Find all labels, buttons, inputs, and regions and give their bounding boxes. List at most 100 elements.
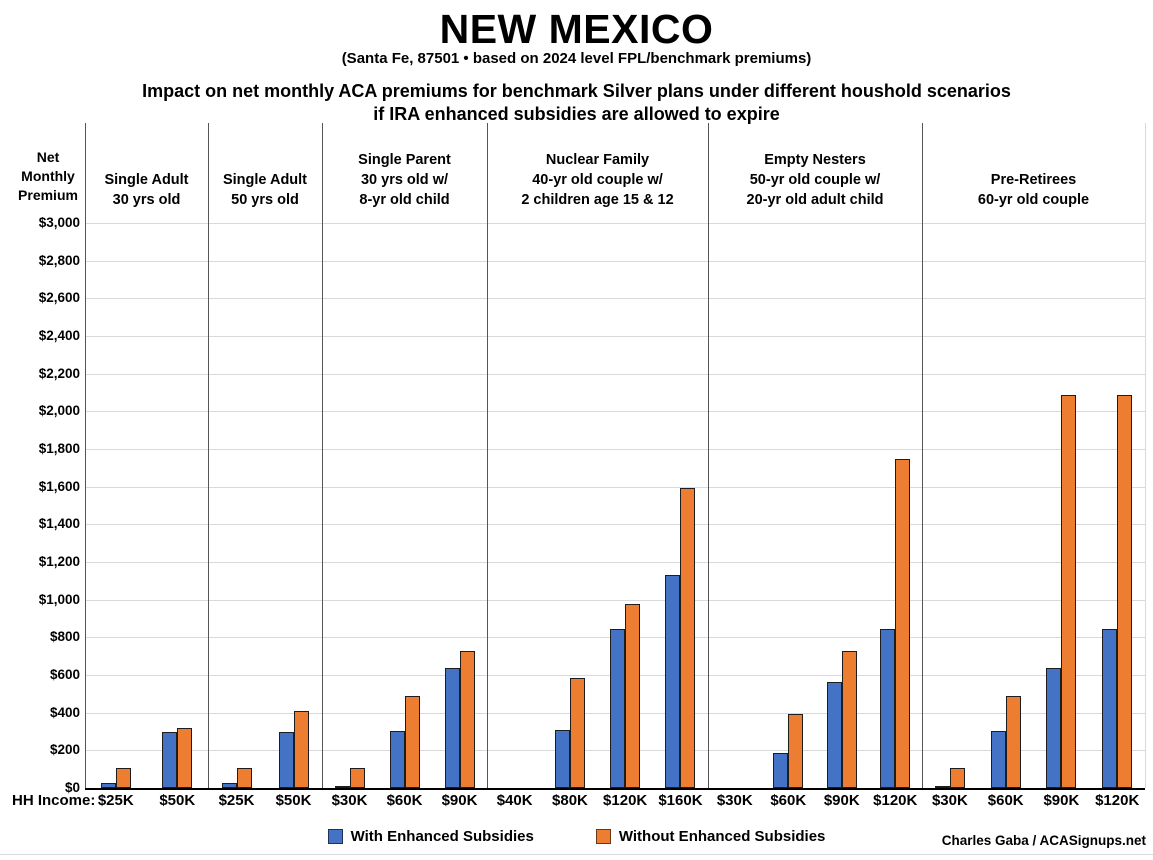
bar-with-enhanced-subsidies — [444, 668, 460, 788]
group-separator — [487, 123, 488, 788]
legend-label: With Enhanced Subsidies — [350, 828, 534, 845]
group-header-line: 50-yr old couple w/ — [749, 172, 881, 188]
bar-without-enhanced-subsidies — [115, 768, 131, 788]
bar-with-enhanced-subsidies — [389, 731, 405, 788]
x-tick-label: $60K — [386, 792, 423, 809]
group-separator — [922, 123, 923, 788]
group-header-line: 2 children age 15 & 12 — [521, 192, 674, 208]
y-axis-title: Net Monthly Premium — [6, 148, 90, 205]
group-header: Single Adult 30 yrs old — [85, 140, 208, 210]
group-header-line: Single Adult — [104, 172, 189, 188]
bar-without-enhanced-subsidies — [404, 696, 420, 788]
credit-text: Charles Gaba / ACASignups.net — [941, 833, 1146, 848]
gridline — [85, 599, 1145, 601]
y-axis-title-line: Net — [36, 149, 60, 165]
legend-swatch-orange-icon — [595, 829, 611, 844]
bar-with-enhanced-subsidies — [100, 783, 116, 788]
x-tick-label: $25K — [97, 792, 134, 809]
group-header-line: 8-yr old child — [359, 192, 450, 208]
bar-without-enhanced-subsidies — [569, 678, 585, 788]
bar-with-enhanced-subsidies — [826, 682, 842, 788]
bar-without-enhanced-subsidies — [177, 728, 193, 788]
x-tick-label: $50K — [275, 792, 312, 809]
group-header-line: 30 yrs old w/ — [360, 172, 449, 188]
bar-with-enhanced-subsidies — [610, 629, 626, 788]
bar-with-enhanced-subsidies — [665, 575, 681, 788]
y-tick-label: $1,600 — [38, 478, 80, 494]
y-tick-label: $3,000 — [38, 215, 80, 230]
bar-without-enhanced-subsidies — [459, 651, 475, 788]
y-tick-label: $2,000 — [38, 403, 80, 419]
x-tick-label: $30K — [716, 792, 753, 809]
bar-without-enhanced-subsidies — [1061, 395, 1077, 788]
bar-with-enhanced-subsidies — [278, 732, 294, 788]
bar-without-enhanced-subsidies — [841, 651, 857, 788]
chart-heading-line1: Impact on net monthly ACA premiums for b… — [142, 81, 1011, 101]
y-tick-label: $2,200 — [38, 365, 80, 381]
group-header-line: Nuclear Family — [545, 152, 650, 168]
bottom-divider — [0, 854, 1153, 855]
x-tick-label: $25K — [218, 792, 255, 809]
chart-heading-line2: if IRA enhanced subsidies are allowed to… — [373, 104, 780, 124]
bar-with-enhanced-subsidies — [934, 786, 950, 788]
page-subtitle: (Santa Fe, 87501 • based on 2024 level F… — [341, 50, 812, 67]
group-header-line: Empty Nesters — [764, 152, 866, 168]
x-tick-label: $160K — [658, 792, 703, 809]
x-tick-label: $30K — [931, 792, 968, 809]
group-header-line: Single Parent — [358, 152, 451, 168]
bar-without-enhanced-subsidies — [236, 768, 252, 788]
y-tick-label: $2,400 — [38, 328, 80, 343]
y-axis-title-line: Monthly — [21, 168, 75, 184]
bar-with-enhanced-subsidies — [880, 629, 896, 788]
gridline — [85, 411, 1145, 413]
x-tick-label: $50K — [159, 792, 196, 809]
gridline — [85, 449, 1145, 450]
group-header: Nuclear Family 40-yr old couple w/2 child… — [487, 140, 708, 210]
bar-with-enhanced-subsidies — [221, 783, 237, 788]
x-tick-label: $90K — [823, 792, 860, 809]
y-tick-label: $200 — [49, 742, 80, 758]
y-tick-label: $1,200 — [38, 554, 80, 569]
group-separator — [208, 123, 209, 788]
gridline — [85, 298, 1145, 300]
y-tick-label: $1,000 — [38, 591, 80, 607]
group-header-line: 40-yr old couple w/ — [532, 172, 663, 188]
x-tick-label: $80K — [552, 792, 588, 809]
x-tick-label: $60K — [770, 792, 807, 809]
y-tick-label: $1,800 — [38, 441, 80, 456]
y-tick-label: $600 — [49, 667, 80, 682]
legend-item-with-enhanced-subsidies: With Enhanced Subsidies — [327, 828, 534, 845]
y-axis-title-line: Premium — [18, 187, 78, 203]
x-tick-label: $40K — [496, 792, 533, 809]
group-header-line: Pre-Retirees — [990, 172, 1077, 188]
bar-without-enhanced-subsidies — [788, 714, 804, 788]
group-separator — [708, 123, 709, 788]
group-separator — [85, 123, 86, 788]
group-header: Empty Nesters 50-yr old couple w/20-yr ol… — [708, 140, 922, 210]
bar-without-enhanced-subsidies — [293, 711, 309, 788]
y-tick-label: $2,800 — [38, 252, 80, 268]
group-header-line: 60-yr old couple — [977, 192, 1090, 208]
bar-with-enhanced-subsidies — [554, 730, 570, 788]
x-tick-label: $30K — [331, 792, 368, 809]
group-header-line: Single Adult — [222, 172, 308, 188]
x-tick-label: $90K — [441, 792, 478, 809]
x-axis-line — [85, 788, 1145, 790]
bar-without-enhanced-subsidies — [625, 604, 641, 788]
group-header-line: 30 yrs old — [112, 192, 181, 208]
legend-swatch-blue-icon — [327, 829, 343, 844]
group-separator — [322, 123, 323, 788]
x-axis-prefix-label: HH Income: — [12, 792, 96, 809]
bar-with-enhanced-subsidies — [773, 753, 789, 788]
x-tick-label: $60K — [987, 792, 1024, 809]
legend-label: Without Enhanced Subsidies — [618, 828, 826, 845]
bar-without-enhanced-subsidies — [680, 488, 696, 788]
group-header: Single Parent 30 yrs old w/8-yr old child — [322, 140, 487, 210]
gridline — [85, 373, 1145, 375]
y-tick-label: $0 — [64, 780, 80, 795]
bar-without-enhanced-subsidies — [1117, 395, 1133, 788]
page-title: NEW MEXICO — [439, 6, 714, 52]
bar-without-enhanced-subsidies — [1005, 696, 1021, 788]
bar-with-enhanced-subsidies — [1046, 668, 1062, 788]
